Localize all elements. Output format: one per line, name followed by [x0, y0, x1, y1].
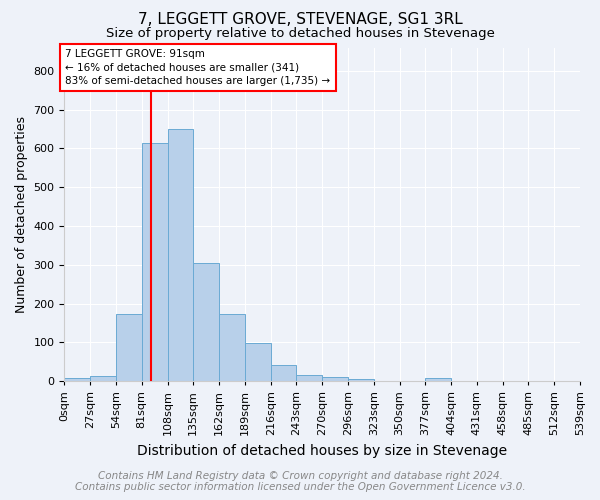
Bar [271, 365, 296, 381]
Bar [90, 376, 116, 381]
Bar [64, 378, 90, 381]
Bar [425, 378, 451, 381]
Bar [348, 379, 374, 381]
Bar [167, 129, 193, 381]
Bar [322, 378, 348, 381]
Bar [116, 314, 142, 381]
Y-axis label: Number of detached properties: Number of detached properties [15, 116, 28, 313]
Text: 7 LEGGETT GROVE: 91sqm
← 16% of detached houses are smaller (341)
83% of semi-de: 7 LEGGETT GROVE: 91sqm ← 16% of detached… [65, 50, 331, 86]
Text: Contains HM Land Registry data © Crown copyright and database right 2024.
Contai: Contains HM Land Registry data © Crown c… [74, 471, 526, 492]
Bar [193, 263, 219, 381]
X-axis label: Distribution of detached houses by size in Stevenage: Distribution of detached houses by size … [137, 444, 507, 458]
Bar [245, 343, 271, 381]
Text: Size of property relative to detached houses in Stevenage: Size of property relative to detached ho… [106, 28, 494, 40]
Bar [219, 314, 245, 381]
Text: 7, LEGGETT GROVE, STEVENAGE, SG1 3RL: 7, LEGGETT GROVE, STEVENAGE, SG1 3RL [137, 12, 463, 28]
Bar [142, 142, 167, 381]
Bar [296, 376, 322, 381]
